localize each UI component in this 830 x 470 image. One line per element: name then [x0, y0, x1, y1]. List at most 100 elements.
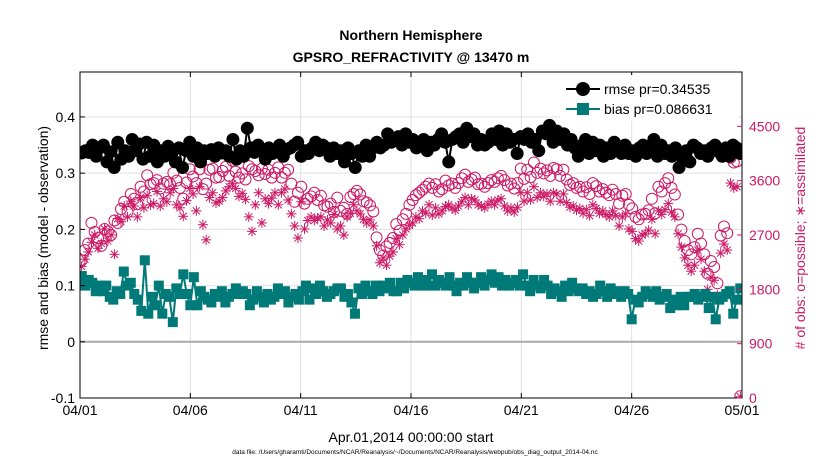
bias-point [591, 289, 602, 300]
possible-obs-point [400, 207, 413, 220]
possible-obs-point [229, 165, 242, 178]
bias-point [181, 289, 192, 300]
assimilated-obs-point [725, 178, 736, 189]
possible-obs-point [734, 390, 742, 398]
assimilated-obs-point [207, 187, 218, 198]
legend-box [560, 75, 738, 121]
assimilated-obs-point [368, 220, 379, 231]
assimilated-obs-point [230, 183, 241, 194]
possible-obs-point [380, 240, 393, 253]
possible-obs-point [295, 180, 308, 193]
y-tick-label: 0 [67, 334, 75, 350]
possible-obs-point [334, 204, 347, 217]
possible-obs-point [455, 172, 468, 185]
possible-obs-point [619, 187, 632, 200]
bias-point [314, 280, 325, 291]
possible-obs-point [324, 197, 337, 210]
assimilated-obs-point [735, 391, 742, 398]
assimilated-obs-point [545, 196, 556, 207]
bias-point [101, 280, 112, 291]
bias-point [171, 283, 182, 294]
bias-point [353, 283, 364, 294]
assimilated-obs-point [394, 239, 405, 250]
assimilated-obs-point [555, 196, 566, 207]
assimilated-obs-point [427, 210, 438, 221]
bias-point [283, 297, 294, 308]
bias-point [108, 294, 119, 305]
bias-point [167, 317, 178, 328]
bias-point [427, 269, 438, 280]
bias-point [420, 274, 431, 285]
assimilated-obs-point [381, 260, 392, 271]
bias-point [174, 289, 185, 300]
x-tick-label: 04/01 [62, 402, 97, 418]
possible-obs-point [495, 169, 508, 182]
bias-point [335, 283, 346, 294]
bias-point [381, 283, 392, 294]
bias-point [511, 274, 522, 285]
rmse-point [237, 149, 251, 163]
possible-obs-point [170, 174, 183, 187]
bias-point [87, 277, 98, 288]
bias-point [367, 289, 378, 300]
possible-obs-point [717, 220, 730, 233]
assimilated-obs-point [152, 186, 163, 197]
bias-point [710, 314, 721, 325]
bias-point [724, 286, 735, 297]
assimilated-obs-point [191, 205, 202, 216]
assimilated-obs-point [109, 249, 120, 260]
assimilated-obs-point [250, 199, 261, 210]
bias-point [248, 294, 259, 305]
bias-point [728, 308, 739, 319]
possible-obs-point [216, 165, 229, 178]
bias-point [143, 308, 154, 319]
y-tick-label: -0.1 [51, 390, 75, 406]
assimilated-obs-point [227, 178, 238, 189]
rmse-point [107, 161, 121, 175]
bias-point [605, 283, 616, 294]
possible-obs-point [160, 175, 173, 188]
bias-point [318, 286, 329, 297]
bias-point [115, 289, 126, 300]
possible-obs-point [141, 169, 154, 182]
bias-point [476, 272, 487, 283]
bias-point [500, 274, 511, 285]
bias-point [539, 274, 550, 285]
assimilated-obs-point [115, 216, 126, 227]
bias-point [216, 286, 227, 297]
legend: rmse pr=0.34535 bias pr=0.086631 [560, 75, 738, 121]
rmse-point [668, 141, 682, 155]
bias-point [178, 269, 189, 280]
possible-obs-point [511, 177, 524, 190]
assimilated-obs-point [99, 223, 110, 234]
possible-obs-point [236, 167, 249, 180]
bias-point [637, 291, 648, 302]
bias-point [560, 280, 571, 291]
possible-obs-point [347, 187, 360, 200]
possible-obs-point [200, 177, 213, 190]
bias-point [220, 297, 231, 308]
assimilated-obs-point [184, 183, 195, 194]
assimilated-obs-point [338, 230, 349, 240]
bias-point [391, 286, 402, 297]
possible-obs-point [360, 196, 373, 209]
y2-tick-label: 0 [749, 390, 757, 406]
possible-obs-point [645, 192, 658, 205]
assimilated-obs-point [266, 193, 277, 204]
assimilated-obs-point [610, 210, 621, 221]
possible-obs-point [416, 183, 429, 196]
possible-obs-point [665, 181, 678, 194]
assimilated-obs-point [732, 181, 742, 192]
chart-subtitle: GPSRO_REFRACTIVITY @ 13470 m [293, 49, 530, 65]
rmse-point [104, 145, 118, 159]
assimilated-obs-point [106, 230, 117, 240]
possible-obs-point [426, 181, 439, 194]
assimilated-obs-point [132, 211, 143, 222]
assimilated-obs-point [676, 242, 687, 253]
assimilated-obs-point [420, 208, 431, 219]
possible-obs-point [596, 183, 609, 196]
assimilated-obs-point [263, 198, 274, 209]
possible-obs-point [563, 178, 576, 191]
y-axis-left: -0.1 0 0.1 0.2 0.3 0.4 [51, 109, 85, 406]
